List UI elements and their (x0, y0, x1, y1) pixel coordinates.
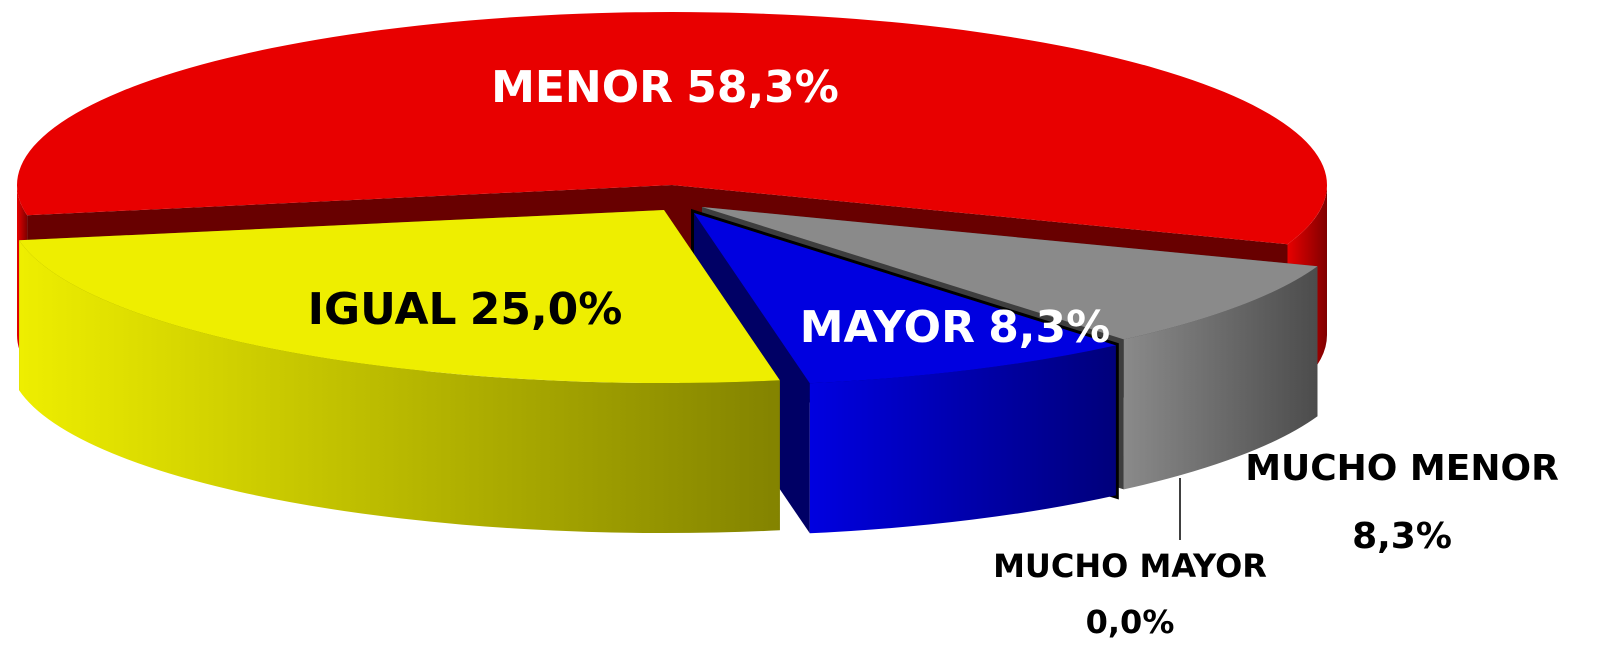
slice-top (19, 210, 780, 384)
slice-top (16, 12, 1327, 245)
slice (19, 210, 780, 534)
value-label: 8,3% (1352, 516, 1452, 557)
slice-label: MUCHO MAYOR 0,0% (993, 547, 1267, 641)
slice-side (1123, 266, 1318, 490)
value-label: 8,3% (988, 302, 1110, 353)
value-label: 58,3% (686, 62, 839, 113)
labels: MENOR 58,3% IGUAL 25,0% MAYOR 8,3% MUCHO MAYOR… (308, 62, 1559, 641)
slice-side (809, 345, 1116, 534)
value-label: 0,0% (1086, 603, 1175, 641)
category-label: MAYOR (800, 302, 975, 353)
category-label: MUCHO MENOR (1245, 448, 1559, 489)
slice-label: MENOR 58,3% (491, 62, 839, 113)
slice-label: MUCHO MENOR 8,3% (1245, 448, 1559, 557)
slice-label: IGUAL 25,0% (308, 284, 623, 335)
category-label: MENOR (491, 62, 673, 113)
category-label: MUCHO MAYOR (993, 547, 1267, 585)
slice-top (702, 207, 1318, 340)
slice-label: MAYOR 8,3% (800, 302, 1110, 353)
category-label: IGUAL (308, 284, 457, 335)
slice-top (694, 213, 1116, 384)
pie (16, 12, 1327, 534)
value-label: 25,0% (470, 284, 623, 335)
slice-side (19, 240, 780, 534)
